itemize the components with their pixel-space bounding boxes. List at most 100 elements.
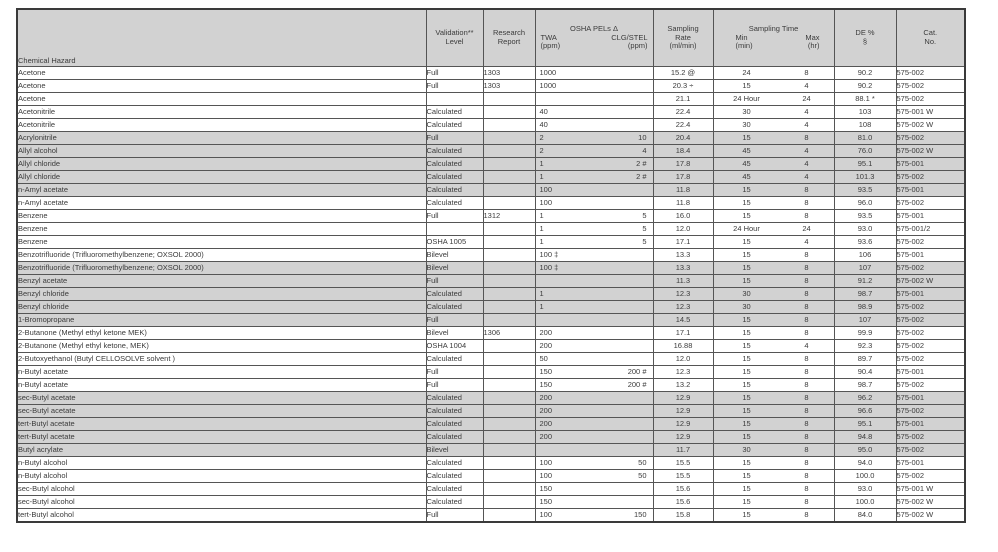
cell-report (482, 352, 536, 366)
cell-max: 4 (804, 106, 809, 116)
cell-min: 15 (742, 340, 751, 350)
cell-min: 30 (742, 444, 751, 454)
header-rate-line1: Sampling (667, 24, 699, 34)
table-row: tert-Butyl alcohol Full 100 150 15.8 15 … (16, 508, 966, 523)
cell-min: 30 (742, 119, 751, 129)
cell-report (482, 261, 536, 275)
cell-max: 8 (804, 262, 809, 272)
cell-twa: 200 (539, 392, 553, 402)
cell-validation: Calculated (425, 391, 484, 405)
cell-de: 93.0 (833, 222, 897, 236)
cell-report (482, 105, 536, 119)
cell-cat: 575-002 (895, 469, 966, 483)
cell-clg: 5 (642, 210, 647, 220)
cell-chemical: Benzyl chloride (16, 300, 427, 314)
table-row: n-Butyl acetate Full 150 200 # 12.3 15 8… (16, 365, 966, 379)
cell-min: 15 (742, 405, 751, 415)
cell-validation: Full (425, 508, 484, 523)
header-chemical-label: Chemical Hazard (18, 56, 76, 66)
cell-report (482, 144, 536, 158)
cell-twa: 100 (539, 184, 553, 194)
cell-cat: 575-002 (895, 326, 966, 340)
cell-cat: 575-002 (895, 131, 966, 145)
cell-twa: 40 (539, 119, 548, 129)
chemical-hazard-table: Chemical Hazard Validation** Level Resea… (16, 8, 966, 523)
cell-max: 4 (804, 80, 809, 90)
cell-de: 90.4 (833, 365, 897, 379)
cell-twa: 1 (539, 210, 544, 220)
cell-validation: Bilevel (425, 326, 484, 340)
table-row: Benzotrifluoride (Trifluoromethylbenzene… (16, 248, 966, 262)
cell-max: 4 (804, 340, 809, 350)
cell-chemical: n-Amyl acetate (16, 196, 427, 210)
cell-validation: Calculated (425, 417, 484, 431)
cell-twa: 1 (539, 288, 544, 298)
header-cat-line1: Cat. (923, 28, 938, 38)
cell-report (482, 456, 536, 470)
cell-cat: 575-002 W (895, 144, 966, 158)
cell-validation: Calculated (425, 183, 484, 197)
table-row: Acetone Full 1303 1000 15.2 @ 24 8 90.2 … (16, 66, 966, 80)
cell-chemical: Benzotrifluoride (Trifluoromethylbenzene… (16, 248, 427, 262)
table-row: sec-Butyl acetate Calculated 200 12.9 15… (16, 391, 966, 405)
cell-min: 24 (742, 67, 751, 77)
cell-max: 8 (804, 184, 809, 194)
cell-min: 15 (742, 197, 751, 207)
cell-rate: 17.8 (652, 170, 714, 184)
cell-twa: 100 (539, 457, 553, 467)
cell-clg: 200 # (627, 366, 647, 376)
cell-chemical: tert-Butyl acetate (16, 417, 427, 431)
cell-rate: 13.3 (652, 248, 714, 262)
cell-validation: Calculated (425, 157, 484, 171)
table-row: Butyl acrylate Bilevel 11.7 30 8 95.0 57… (16, 443, 966, 457)
header-sampling-time: Sampling Time Min Max (min) (hr) (712, 8, 835, 67)
cell-cat: 575-001/2 (895, 222, 966, 236)
cell-validation: Full (425, 131, 484, 145)
cell-max: 4 (804, 236, 809, 246)
table-row: n-Butyl alcohol Calculated 100 50 15.5 1… (16, 456, 966, 470)
cell-validation: Bilevel (425, 443, 484, 457)
cell-max: 4 (804, 119, 809, 129)
cell-chemical: Acrylonitrile (16, 131, 427, 145)
cell-chemical: Benzene (16, 222, 427, 236)
table-row: Acetonitrile Calculated 40 22.4 30 4 108… (16, 118, 966, 132)
cell-max: 8 (804, 418, 809, 428)
cell-cat: 575-002 (895, 170, 966, 184)
cell-rate: 11.8 (652, 196, 714, 210)
cell-validation: Calculated (425, 495, 484, 509)
cell-chemical: Allyl alcohol (16, 144, 427, 158)
cell-validation: Calculated (425, 118, 484, 132)
header-twa-label: TWA (540, 32, 557, 42)
cell-min: 30 (742, 288, 751, 298)
cell-validation: Bilevel (425, 261, 484, 275)
header-max-label: Max (805, 32, 820, 42)
cell-twa: 1 (539, 236, 544, 246)
cell-de: 98.7 (833, 378, 897, 392)
cell-min: 45 (742, 171, 751, 181)
table-row: 1-Bromopropane Full 14.5 15 8 107 575-00… (16, 313, 966, 327)
cell-de: 93.5 (833, 183, 897, 197)
header-validation-line1: Validation** (435, 28, 474, 38)
cell-twa: 100 (539, 470, 553, 480)
cell-max: 8 (804, 392, 809, 402)
cell-cat: 575-001 (895, 157, 966, 171)
cell-report (482, 430, 536, 444)
cell-chemical: sec-Butyl alcohol (16, 495, 427, 509)
table-row: Acetonitrile Calculated 40 22.4 30 4 103… (16, 105, 966, 119)
cell-validation: Full (425, 365, 484, 379)
cell-cat: 575-002 W (895, 495, 966, 509)
cell-cat: 575-002 (895, 79, 966, 93)
header-clg-stel-unit: (ppm) (627, 41, 648, 51)
cell-report: 1303 (482, 66, 536, 80)
cell-de: 94.0 (833, 456, 897, 470)
cell-min: 15 (742, 379, 751, 389)
cell-de: 84.0 (833, 508, 897, 523)
cell-de: 90.2 (833, 79, 897, 93)
cell-min: 15 (742, 457, 751, 467)
cell-chemical: Butyl acrylate (16, 443, 427, 457)
cell-de: 107 (833, 261, 897, 275)
cell-chemical: Acetone (16, 79, 427, 93)
cell-chemical: Benzene (16, 209, 427, 223)
cell-cat: 575-002 W (895, 274, 966, 288)
cell-validation: Calculated (425, 404, 484, 418)
